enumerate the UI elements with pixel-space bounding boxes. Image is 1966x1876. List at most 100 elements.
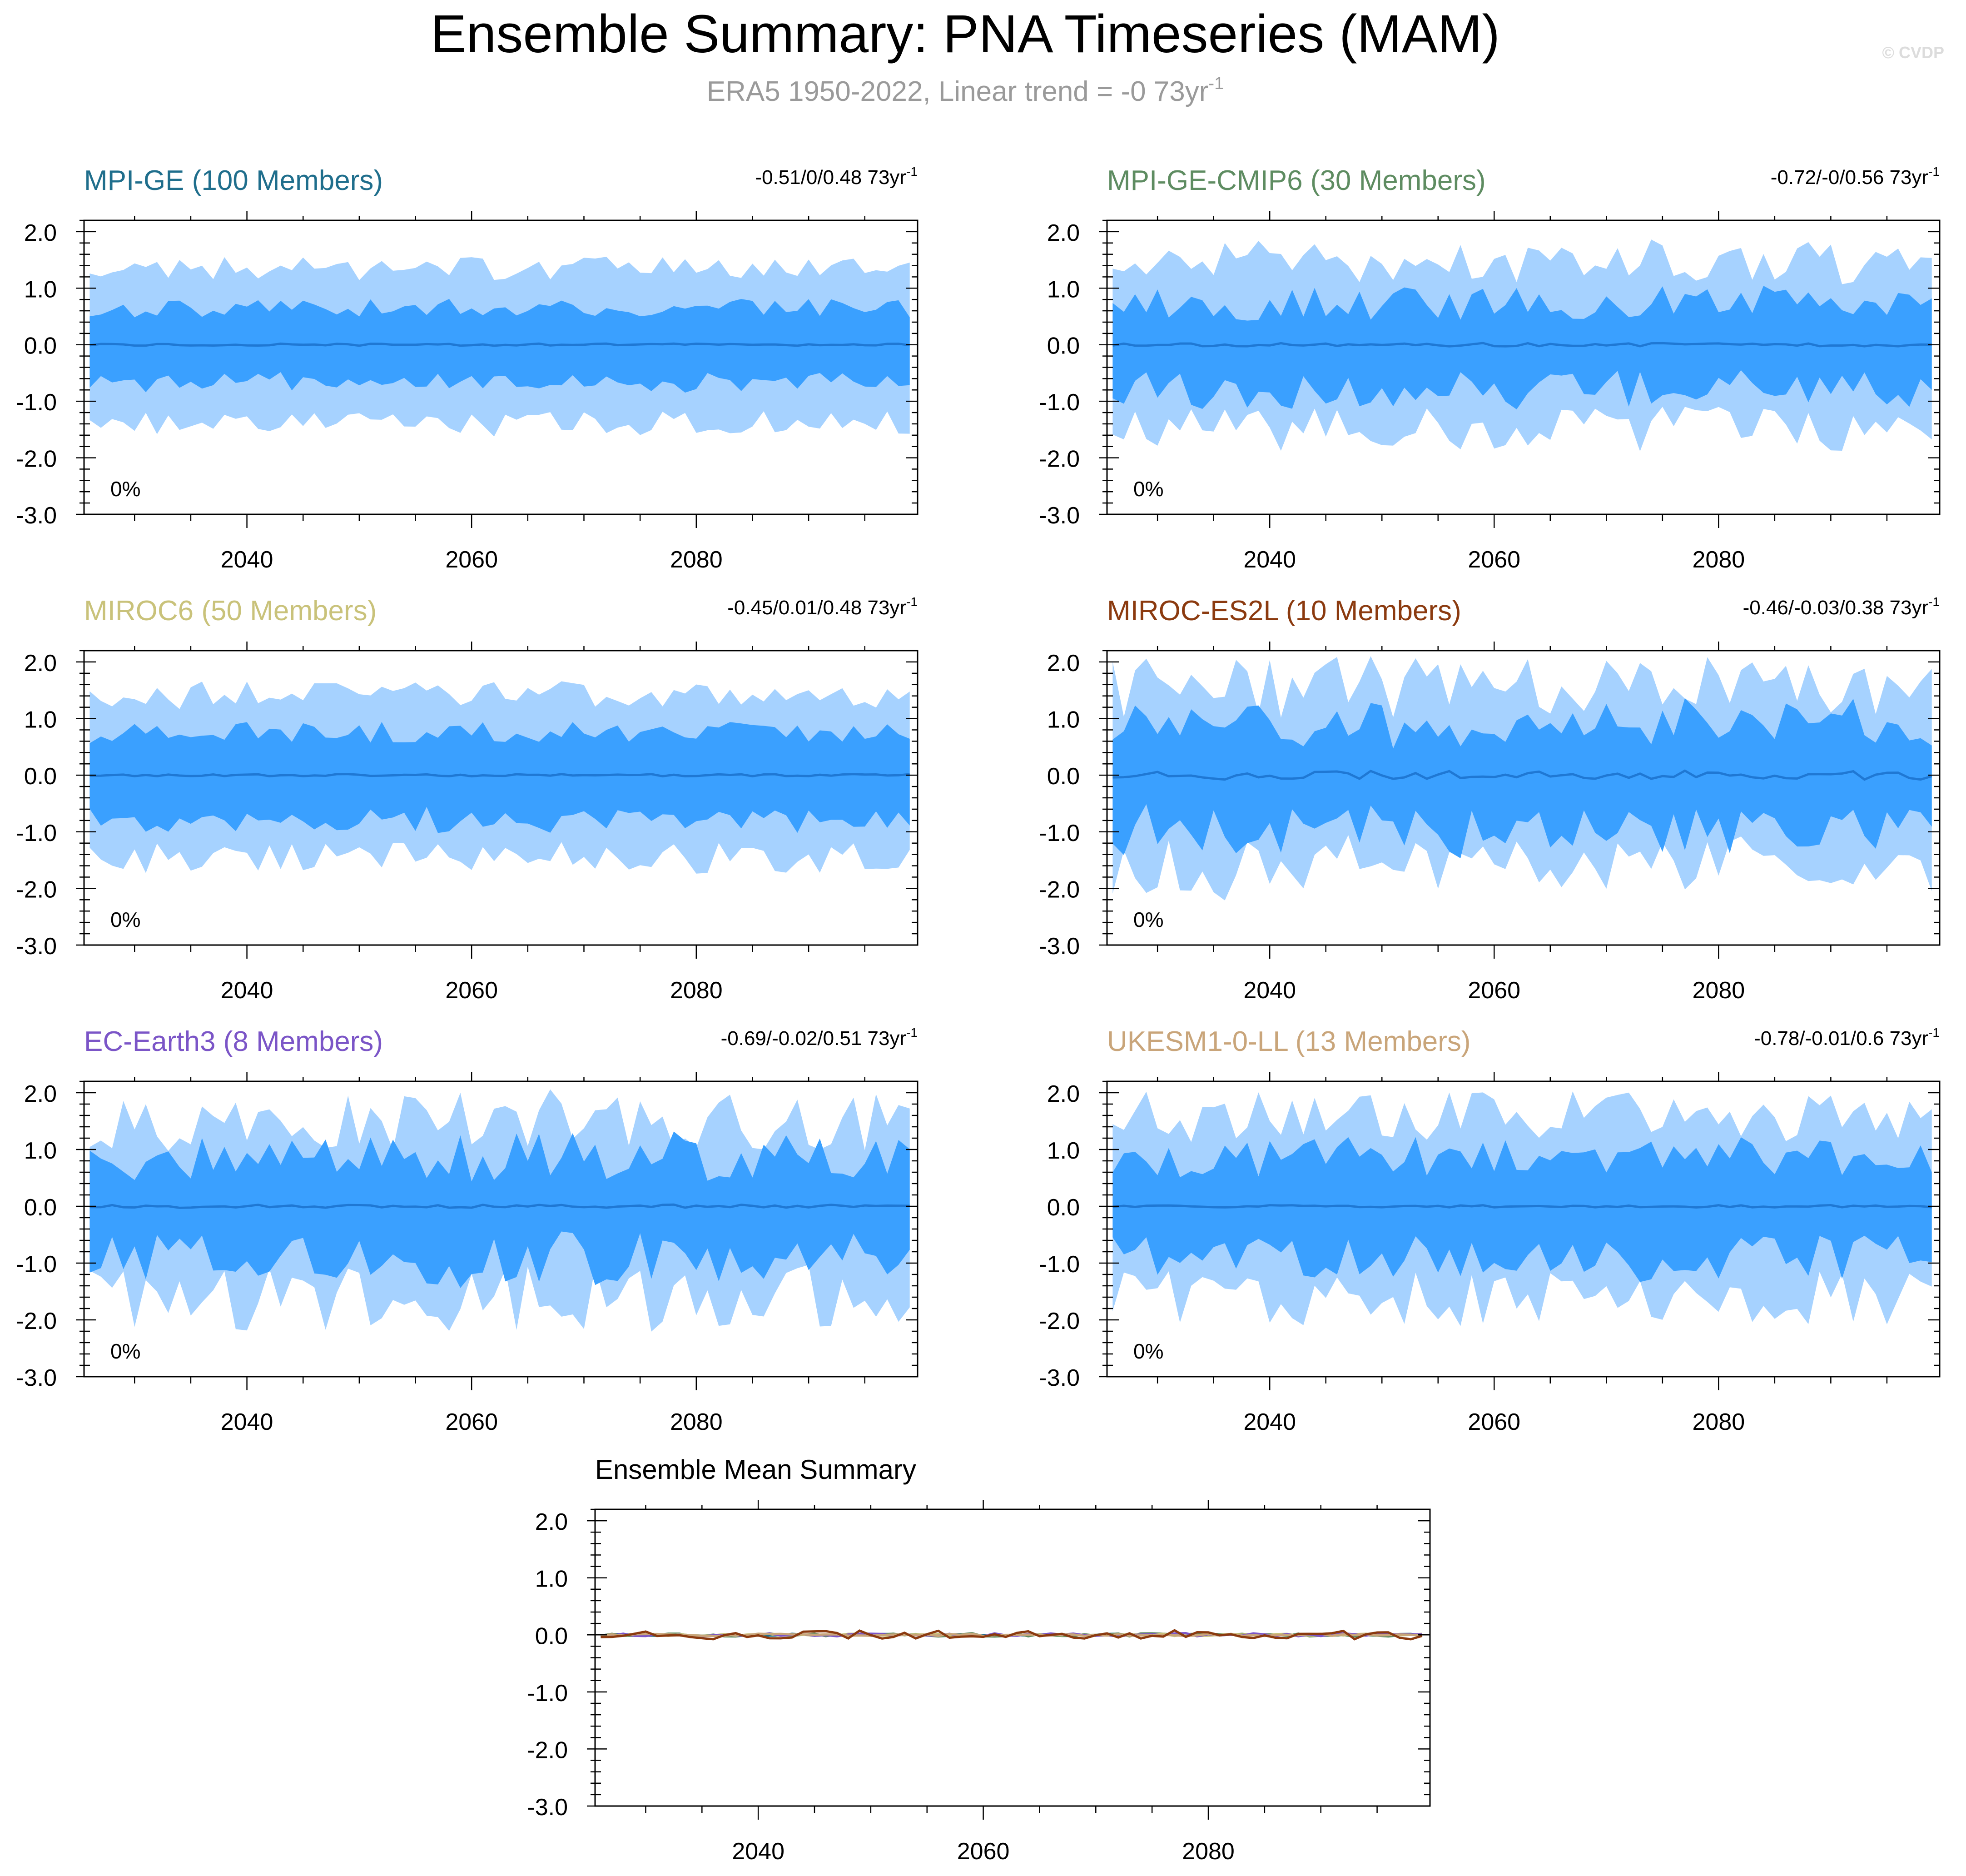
y-tick-label: 0.0 [535,1623,568,1649]
y-tick-label: 1.0 [24,1138,57,1164]
x-tick-label: 2060 [1468,977,1520,1004]
y-tick-label: 2.0 [24,650,57,677]
x-tick-label: 2040 [1243,547,1296,573]
figure-subtitle-text: ERA5 1950-2022, Linear trend = -0 73yr [707,76,1209,107]
y-tick-label: 0.0 [1047,763,1080,790]
ensemble-mean-line [1112,769,1932,781]
y-tick-label: 1.0 [1047,1138,1080,1164]
ensemble-mean-line [1112,1204,1932,1209]
trend-label-sup: -1 [1928,164,1940,179]
x-tick-label: 2060 [445,547,498,573]
y-tick-label: 2.0 [1047,1081,1080,1107]
trend-label-sup: -1 [906,164,918,179]
panel-mpi-ge-cmip6: 2.0 1.0 0.0 -1.0 -2.0 -3.0 2040 2060 2080 MPI-GE-… [1039,164,1941,573]
y-tick-label: 1.0 [1047,707,1080,733]
panel-title: MIROC-ES2L (10 Members) [1107,595,1461,627]
trend-label: -0.78/-0.01/0.6 73yr-1 [1754,1025,1940,1050]
y-tick-label: -3.0 [1039,1365,1080,1391]
watermark: © CVDP [1882,43,1944,62]
y-tick-label: -1.0 [1039,820,1080,846]
x-tick-label: 2040 [221,547,273,573]
trend-label: -0.69/-0.02/0.51 73yr-1 [721,1025,918,1050]
y-tick-label: 1.0 [24,707,57,733]
trend-label-text: -0.78/-0.01/0.6 73yr [1754,1027,1928,1050]
y-tick-label: -1.0 [16,820,57,846]
y-tick-label: -3.0 [16,1365,57,1391]
y-tick-label: -2.0 [16,446,57,473]
percent-label: 0% [110,1339,140,1363]
y-tick-label: 1.0 [1047,276,1080,303]
panel-mpi-ge: 2.0 1.0 0.0 -1.0 -2.0 -3.0 2040 2060 2080 MPI-GE … [16,164,918,573]
panel-ec-earth3: 2.0 1.0 0.0 -1.0 -2.0 -3.0 2040 2060 2080 EC-Eart… [16,1025,918,1435]
y-tick-label: -3.0 [16,933,57,960]
percent-label: 0% [110,477,140,501]
panel-title: MPI-GE (100 Members) [84,165,383,196]
x-tick-label: 2060 [957,1838,1010,1865]
y-tick-label: -3.0 [16,503,57,529]
trend-label-sup: -1 [1928,1025,1940,1040]
y-tick-label: -3.0 [527,1794,568,1821]
panel-miroc6: 2.0 1.0 0.0 -1.0 -2.0 -3.0 2040 2060 2080 MIROC6 … [16,595,918,1004]
percent-label: 0% [1133,908,1163,931]
x-tick-label: 2040 [732,1838,784,1865]
inner-spread-band [1112,1137,1932,1282]
y-tick-label: 2.0 [535,1509,568,1535]
panel-title: Ensemble Mean Summary [595,1454,916,1485]
trend-label: -0.45/0.01/0.48 73yr-1 [727,595,918,619]
panel-ukesm1-0-ll: 2.0 1.0 0.0 -1.0 -2.0 -3.0 2040 2060 2080 UKESM1-… [1039,1025,1941,1435]
y-tick-label: -1.0 [1039,389,1080,416]
plot-frame [594,1508,1431,1807]
ensemble-mean-line [89,1203,910,1209]
trend-label-sup: -1 [1928,595,1940,609]
x-tick-label: 2040 [221,1409,273,1435]
y-tick-label: -1.0 [16,1251,57,1278]
y-tick-label: -2.0 [1039,446,1080,473]
trend-label: -0.51/0/0.48 73yr-1 [755,164,918,189]
y-tick-label: -2.0 [16,1308,57,1334]
panel-title: UKESM1-0-LL (13 Members) [1107,1026,1471,1057]
y-tick-label: 0.0 [24,1194,57,1221]
trend-label-text: -0.69/-0.02/0.51 73yr [721,1027,906,1050]
trend-label-text: -0.46/-0.03/0.38 73yr [1743,597,1928,619]
x-tick-label: 2080 [670,1409,723,1435]
inner-spread-band [89,722,910,833]
trend-label-text: -0.72/-0/0.56 73yr [1771,166,1928,189]
trend-label-sup: -1 [906,1025,918,1040]
ensemble-mean-line [89,773,910,778]
figure-subtitle: ERA5 1950-2022, Linear trend = -0 73yr-1 [707,74,1224,107]
ensemble-mean-line [1112,342,1932,348]
y-tick-label: 2.0 [24,220,57,246]
x-tick-label: 2040 [1243,977,1296,1004]
x-tick-label: 2080 [1692,977,1745,1004]
trend-label: -0.46/-0.03/0.38 73yr-1 [1743,595,1940,619]
x-tick-label: 2040 [1243,1409,1296,1435]
panel-ensemble-mean: 2.0 1.0 0.0 -1.0 -2.0 -3.0 2040 2060 2080 Ensembl… [527,1454,1431,1865]
figure-title: Ensemble Summary: PNA Timeseries (MAM) [431,4,1500,64]
inner-spread-band [1112,698,1932,858]
panel-title: EC-Earth3 (8 Members) [84,1026,383,1057]
x-tick-label: 2080 [1182,1838,1235,1865]
x-tick-label: 2060 [1468,1409,1520,1435]
percent-label: 0% [110,908,140,931]
y-tick-label: -1.0 [527,1680,568,1707]
ensemble-mean-line [89,342,910,347]
y-tick-label: 1.0 [24,276,57,303]
trend-label: -0.72/-0/0.56 73yr-1 [1771,164,1940,189]
panel-miroc-es2l: 2.0 1.0 0.0 -1.0 -2.0 -3.0 2040 2060 2080 MIROC-E… [1039,595,1941,1004]
y-tick-label: 0.0 [24,333,57,359]
percent-label: 0% [1133,477,1163,501]
trend-label-sup: -1 [906,595,918,609]
y-tick-label: -2.0 [1039,1308,1080,1334]
inner-spread-band [89,1131,910,1288]
y-tick-label: 2.0 [24,1081,57,1107]
x-tick-label: 2080 [1692,1409,1745,1435]
y-tick-label: -1.0 [16,389,57,416]
x-tick-label: 2040 [221,977,273,1004]
x-tick-label: 2060 [445,1409,498,1435]
y-tick-label: -3.0 [1039,503,1080,529]
panels: 2.0 1.0 0.0 -1.0 -2.0 -3.0 2040 2060 2080 MPI-GE … [16,164,1941,1865]
y-tick-label: 0.0 [1047,1194,1080,1221]
y-tick-label: 1.0 [535,1566,568,1592]
inner-spread-band [1112,286,1932,409]
